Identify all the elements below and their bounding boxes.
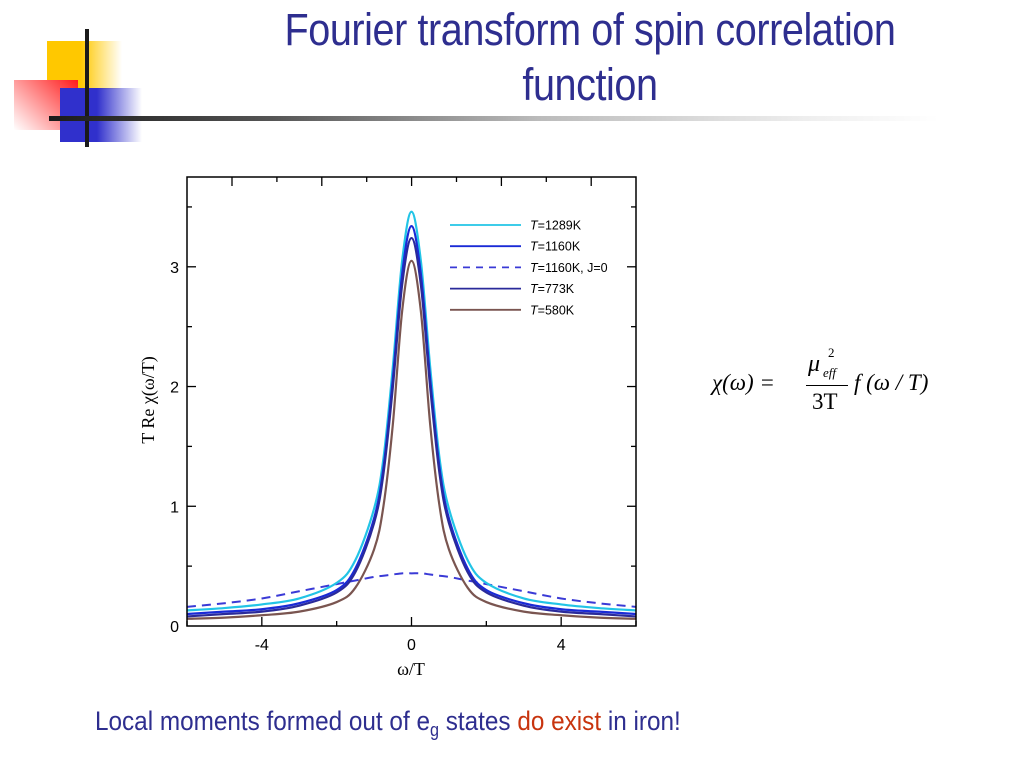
curve-t-1160k	[186, 224, 637, 616]
legend-label: T=1160K	[530, 240, 581, 254]
formula: χ(ω) = μ 2 eff 3T f (ω / T)	[712, 345, 962, 425]
curve-t-773k	[186, 236, 637, 618]
formula-mu: μ	[808, 351, 821, 377]
formula-denominator: 3T	[812, 389, 838, 414]
chart-curves	[186, 210, 637, 620]
title-line-1: Fourier transform of spin correlation	[284, 4, 896, 55]
x-tick-label: 0	[407, 637, 416, 654]
y-axis-label: T Re χ(ω/T)	[138, 356, 159, 444]
legend-label: T=773K	[530, 282, 575, 296]
slide-title: Fourier transform of spin correlation fu…	[203, 2, 977, 112]
formula-mu-sup: 2	[828, 345, 835, 360]
legend-label: T=580K	[530, 303, 575, 317]
title-line-2: function	[522, 59, 658, 110]
formula-mu-sub: eff	[823, 365, 836, 380]
y-tick-label: 2	[170, 380, 179, 397]
x-axis-label: ω/T	[397, 659, 425, 679]
caption: Local moments formed out of eg states do…	[95, 706, 681, 741]
y-tick-label: 0	[170, 619, 179, 636]
caption-part3: in iron!	[601, 706, 681, 736]
legend-label: T=1160K, J=0	[530, 261, 608, 275]
decor-blue-square	[60, 88, 142, 142]
x-tick-label: 4	[557, 637, 566, 654]
caption-part2: states	[438, 706, 518, 736]
axis-ticks	[186, 177, 637, 626]
legend-label: T=1289K	[530, 219, 582, 233]
caption-subscript: g	[429, 720, 439, 740]
curve-t-1289k	[186, 210, 637, 612]
formula-rhs: f (ω / T)	[854, 370, 929, 395]
curve-t-1160k-j-0	[186, 572, 637, 608]
y-tick-label: 3	[170, 260, 179, 277]
x-tick-label: -4	[255, 637, 269, 654]
caption-part1: Local moments formed out of e	[95, 706, 430, 736]
caption-highlight: do exist	[517, 706, 602, 736]
curve-t-580k	[186, 259, 637, 620]
tick-labels: -4 0 4 0 1 2 3	[170, 260, 566, 654]
decor-vertical-bar	[85, 29, 89, 147]
formula-lhs: χ(ω) =	[712, 370, 775, 395]
title-underline	[49, 116, 939, 121]
y-tick-label: 1	[170, 499, 179, 516]
fraction-bar	[806, 385, 848, 387]
legend: T=1289K T=1160K T=1160K, J=0 T=773K T=580K	[450, 219, 608, 317]
